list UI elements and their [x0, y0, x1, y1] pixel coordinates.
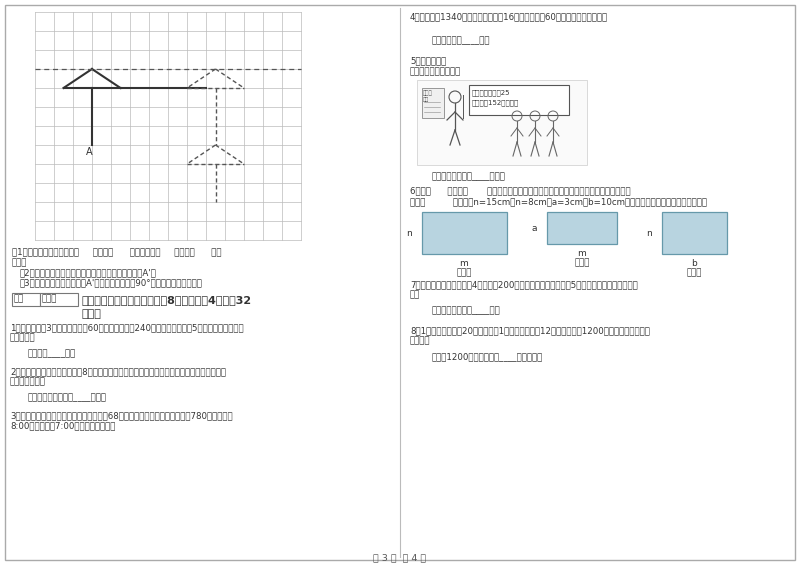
Text: 6、第（      ）个和（       ）个长方形可以拼成一个新的大长方形，拼成后的面积用字母表: 6、第（ ）个和（ ）个长方形可以拼成一个新的大长方形，拼成后的面积用字母表: [410, 186, 630, 195]
Text: 她们一共要付多少钱？: 她们一共要付多少钱？: [410, 67, 462, 76]
Text: m: m: [578, 249, 586, 258]
Text: 8:00出发，晚上7:00之前能到北京吗？: 8:00出发，晚上7:00之前能到北京吗？: [10, 421, 115, 430]
Text: 示是（          ），如果n=15cm，n=8cm，a=3cm，b=10cm，那拼成后的面积是多少平方厘米？: 示是（ ），如果n=15cm，n=8cm，a=3cm，b=10cm，那拼成后的面…: [410, 197, 707, 206]
Text: 答：正方形的边长是____厘米。: 答：正方形的边长是____厘米。: [28, 393, 107, 402]
Text: n: n: [646, 229, 652, 238]
Bar: [12, 293, 40, 306]
Bar: [662, 212, 727, 254]
Text: 3、小明的爸爸乘车去北京，汽车以每小时68千米的速度行驶，如果两地相距780千米，早上: 3、小明的爸爸乘车去北京，汽车以每小时68千米的速度行驶，如果两地相距780千米…: [10, 411, 233, 420]
Text: n: n: [406, 229, 412, 238]
Bar: [40, 293, 78, 306]
Text: 普通校: 普通校: [423, 90, 433, 95]
Text: 分）。: 分）。: [82, 309, 102, 319]
Text: 8、1个小纸箱可以装20袋纯牛奶，1个大纸箱可以装12个小纸箱，装1200袋纯牛奶需要多少个: 8、1个小纸箱可以装20袋纯牛奶，1个大纸箱可以装12个小纸箱，装1200袋纯牛…: [410, 326, 650, 335]
Text: 7、同学们到苗圃挖树苗，4个小组挖200棵，照这样计算，又来了5个小组，一共可挖树苗多少: 7、同学们到苗圃挖树苗，4个小组挖200棵，照这样计算，又来了5个小组，一共可挖…: [410, 280, 638, 289]
Text: 答：装1200袋纯牛奶需要____个大纸箱。: 答：装1200袋纯牛奶需要____个大纸箱。: [432, 352, 543, 361]
Text: b: b: [691, 259, 697, 268]
Text: 大纸箱？: 大纸箱？: [410, 336, 430, 345]
Text: 答：她们一共要付____元钱。: 答：她们一共要付____元钱。: [432, 172, 506, 181]
Bar: [469, 85, 569, 115]
Text: 答：可赚____元。: 答：可赚____元。: [28, 349, 76, 358]
Bar: [422, 212, 507, 254]
Text: 赚多少元？: 赚多少元？: [10, 333, 36, 342]
Text: 得分: 得分: [14, 294, 24, 303]
Text: A: A: [86, 147, 92, 157]
Text: 答：一共可挖树苗____棵。: 答：一共可挖树苗____棵。: [432, 306, 501, 315]
Text: 棵？: 棵？: [410, 290, 420, 299]
Text: 来的。: 来的。: [12, 258, 27, 267]
Text: 门票: 门票: [423, 97, 430, 102]
Text: 四年级夏令营有25: 四年级夏令营有25: [472, 89, 510, 95]
Text: 评卷人: 评卷人: [42, 294, 58, 303]
Text: 2、一根铁丝可以围成一个边长8厘米的等边三角形，如果改围成一个正方形，那么正方形的边: 2、一根铁丝可以围成一个边长8厘米的等边三角形，如果改围成一个正方形，那么正方形…: [10, 367, 226, 376]
Text: m: m: [460, 259, 468, 268]
Bar: [417, 80, 587, 165]
Text: 1、某商店进了3箱饮料，每箱有60瓶，进价为每箱240元，零售价为每瓶5元，如果全售完，可: 1、某商店进了3箱饮料，每箱有60瓶，进价为每箱240元，零售价为每瓶5元，如果…: [10, 323, 244, 332]
Text: 第 3 页  共 4 页: 第 3 页 共 4 页: [374, 553, 426, 562]
Text: （3）把画出的小伞，围绕点A'按逆时针方向旋转90°，画出旋转后的图形。: （3）把画出的小伞，围绕点A'按逆时针方向旋转90°，画出旋转后的图形。: [20, 278, 203, 287]
Text: 长是多少厘米？: 长是多少厘米？: [10, 377, 46, 386]
Bar: [547, 212, 617, 244]
Text: （三）: （三）: [686, 268, 702, 277]
Text: （二）: （二）: [574, 258, 590, 267]
Bar: [422, 88, 444, 118]
Text: （一）: （一）: [456, 268, 472, 277]
Text: 5、看图解题。: 5、看图解题。: [410, 56, 446, 65]
Text: （2）沿虚线画出现在小伞的对称图形，伞柄末端标出A'。: （2）沿虚线画出现在小伞的对称图形，伞柄末端标出A'。: [20, 268, 157, 277]
Text: 六、应用知识，解决问题（共8小题，每题4分，共32: 六、应用知识，解决问题（共8小题，每题4分，共32: [82, 295, 252, 305]
Text: 名老师和152名学生。: 名老师和152名学生。: [472, 99, 519, 106]
Text: 答：每袋化肥____元。: 答：每袋化肥____元。: [432, 36, 490, 45]
Text: a: a: [531, 224, 537, 233]
Text: 4、刘叔叔带1340元去买化肥，买了16袋花费，剩下60元，每袋化肥多少元？: 4、刘叔叔带1340元去买化肥，买了16袋花费，剩下60元，每袋化肥多少元？: [410, 12, 608, 21]
Text: （1）现在的小伞是经过向（     ）平移（      ）格，再向（     ）平移（      ）格: （1）现在的小伞是经过向（ ）平移（ ）格，再向（ ）平移（ ）格: [12, 247, 222, 256]
